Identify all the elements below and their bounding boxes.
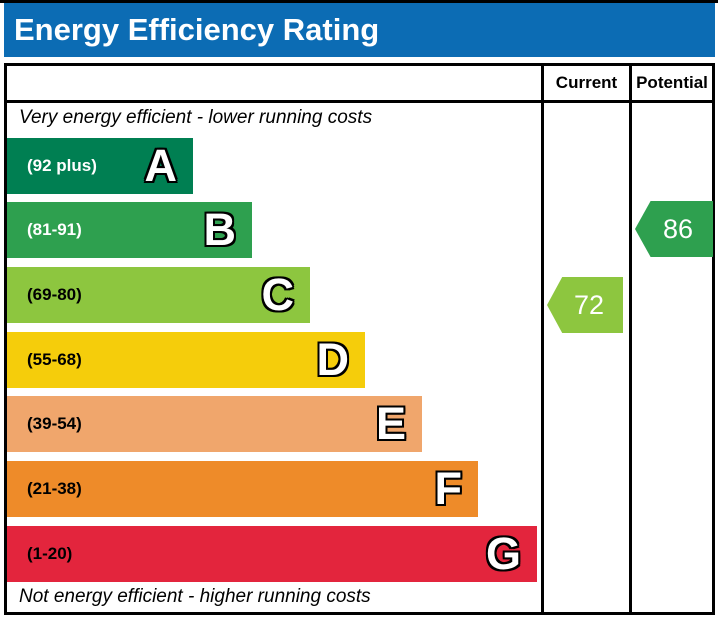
- potential-value: 86: [662, 213, 694, 244]
- band-c: (69-80) C: [7, 267, 310, 323]
- band-letter: F: [434, 463, 463, 514]
- caption-bottom: Not energy efficient - higher running co…: [19, 586, 371, 607]
- header-separator: [7, 100, 712, 103]
- band-letter: B: [203, 204, 237, 255]
- title-bar: Energy Efficiency Rating: [4, 3, 715, 57]
- band-letter: C: [261, 269, 295, 320]
- band-g: (1-20) G: [7, 526, 537, 582]
- column-divider-potential: [629, 66, 632, 612]
- band-b: (81-91) B: [7, 202, 252, 258]
- band-e: (39-54) E: [7, 396, 422, 452]
- band-range-label: (69-80): [27, 285, 82, 304]
- band-a: (92 plus) A: [7, 138, 193, 194]
- page-title: Energy Efficiency Rating: [14, 12, 380, 47]
- band-range-label: (1-20): [27, 544, 73, 563]
- band-letter: A: [144, 140, 178, 191]
- column-divider-current: [541, 66, 544, 612]
- band-letter: D: [316, 334, 350, 385]
- caption-top: Very energy efficient - lower running co…: [19, 107, 373, 128]
- column-header-potential: Potential: [636, 73, 708, 92]
- rating-table: Current Potential Very energy efficient …: [4, 63, 715, 615]
- column-header-current: Current: [555, 73, 618, 92]
- band-range-label: (39-54): [27, 414, 82, 433]
- band-range-label: (55-68): [27, 350, 82, 369]
- top-edge-line: [0, 0, 718, 3]
- band-range-label: (81-91): [27, 220, 82, 239]
- band-range-label: (92 plus): [27, 156, 97, 175]
- potential-value-arrow: 86: [635, 201, 713, 257]
- current-value-arrow: 72: [547, 277, 623, 333]
- band-d: (55-68) D: [7, 332, 365, 388]
- band-range-label: (21-38): [27, 479, 82, 498]
- band-letter: G: [485, 528, 521, 579]
- band-letter: E: [375, 398, 406, 449]
- band-f: (21-38) F: [7, 461, 478, 517]
- current-value: 72: [573, 289, 605, 320]
